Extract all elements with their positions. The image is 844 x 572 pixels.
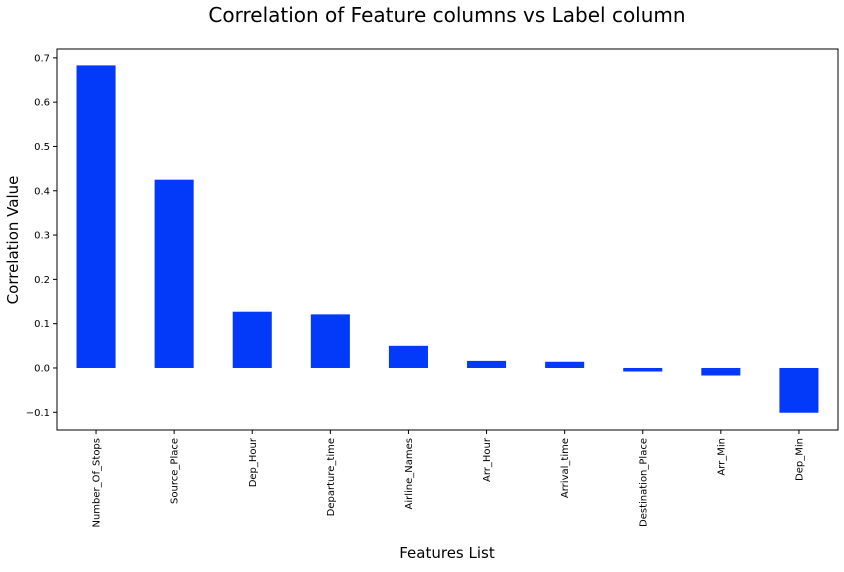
y-tick-label: 0.4 [34,186,50,197]
y-tick-label: 0.0 [34,363,50,374]
bar-Source_Place [154,179,194,368]
bar-Arr_Min [701,367,741,376]
bar-Airline_Names [388,345,428,368]
x-tick-label: Source_Place [170,438,181,504]
plot-frame [56,48,839,431]
x-tick-label: Dep_Hour [248,437,259,487]
x-tick-label: Destination_Place [638,438,649,527]
y-tick-label: 0.3 [34,231,50,242]
bars-group [76,65,819,413]
x-tick-label: Departure_time [326,438,337,516]
y-axis-label: Correlation Value [4,176,22,305]
y-axis: −0.1 0.0 0.1 0.2 0.3 0.4 0.5 0.6 0.7 [26,53,57,419]
y-tick-label: 0.1 [34,319,50,330]
bar-Arr_Hour [467,360,507,368]
x-axis-label: Features List [399,544,495,562]
y-tick-label: 0.6 [34,98,50,109]
bar-Dep_Min [779,367,819,413]
x-tick-label: Number_Of_Stops [92,438,103,528]
chart-title: Correlation of Feature columns vs Label … [208,3,685,27]
y-tick-label: 0.7 [34,53,50,64]
y-tick-label: 0.2 [34,275,50,286]
x-tick-label: Arr_Hour [482,437,493,482]
bar-Arrival_time [545,361,585,368]
bar-Dep_Hour [232,311,272,368]
y-tick-label: 0.5 [34,142,50,153]
bar-Departure_time [310,314,350,368]
y-tick-label: −0.1 [26,408,50,419]
x-tick-label: Airline_Names [404,438,415,510]
x-tick-label: Arr_Min [716,438,727,476]
bar-Number_Of_Stops [76,65,116,368]
x-tick-label: Dep_Min [794,438,805,481]
bar-Destination_Place [623,367,663,372]
x-axis: Number_Of_Stops Source_Place Dep_Hour Depar… [92,430,805,528]
x-tick-label: Arrival_time [560,438,571,498]
